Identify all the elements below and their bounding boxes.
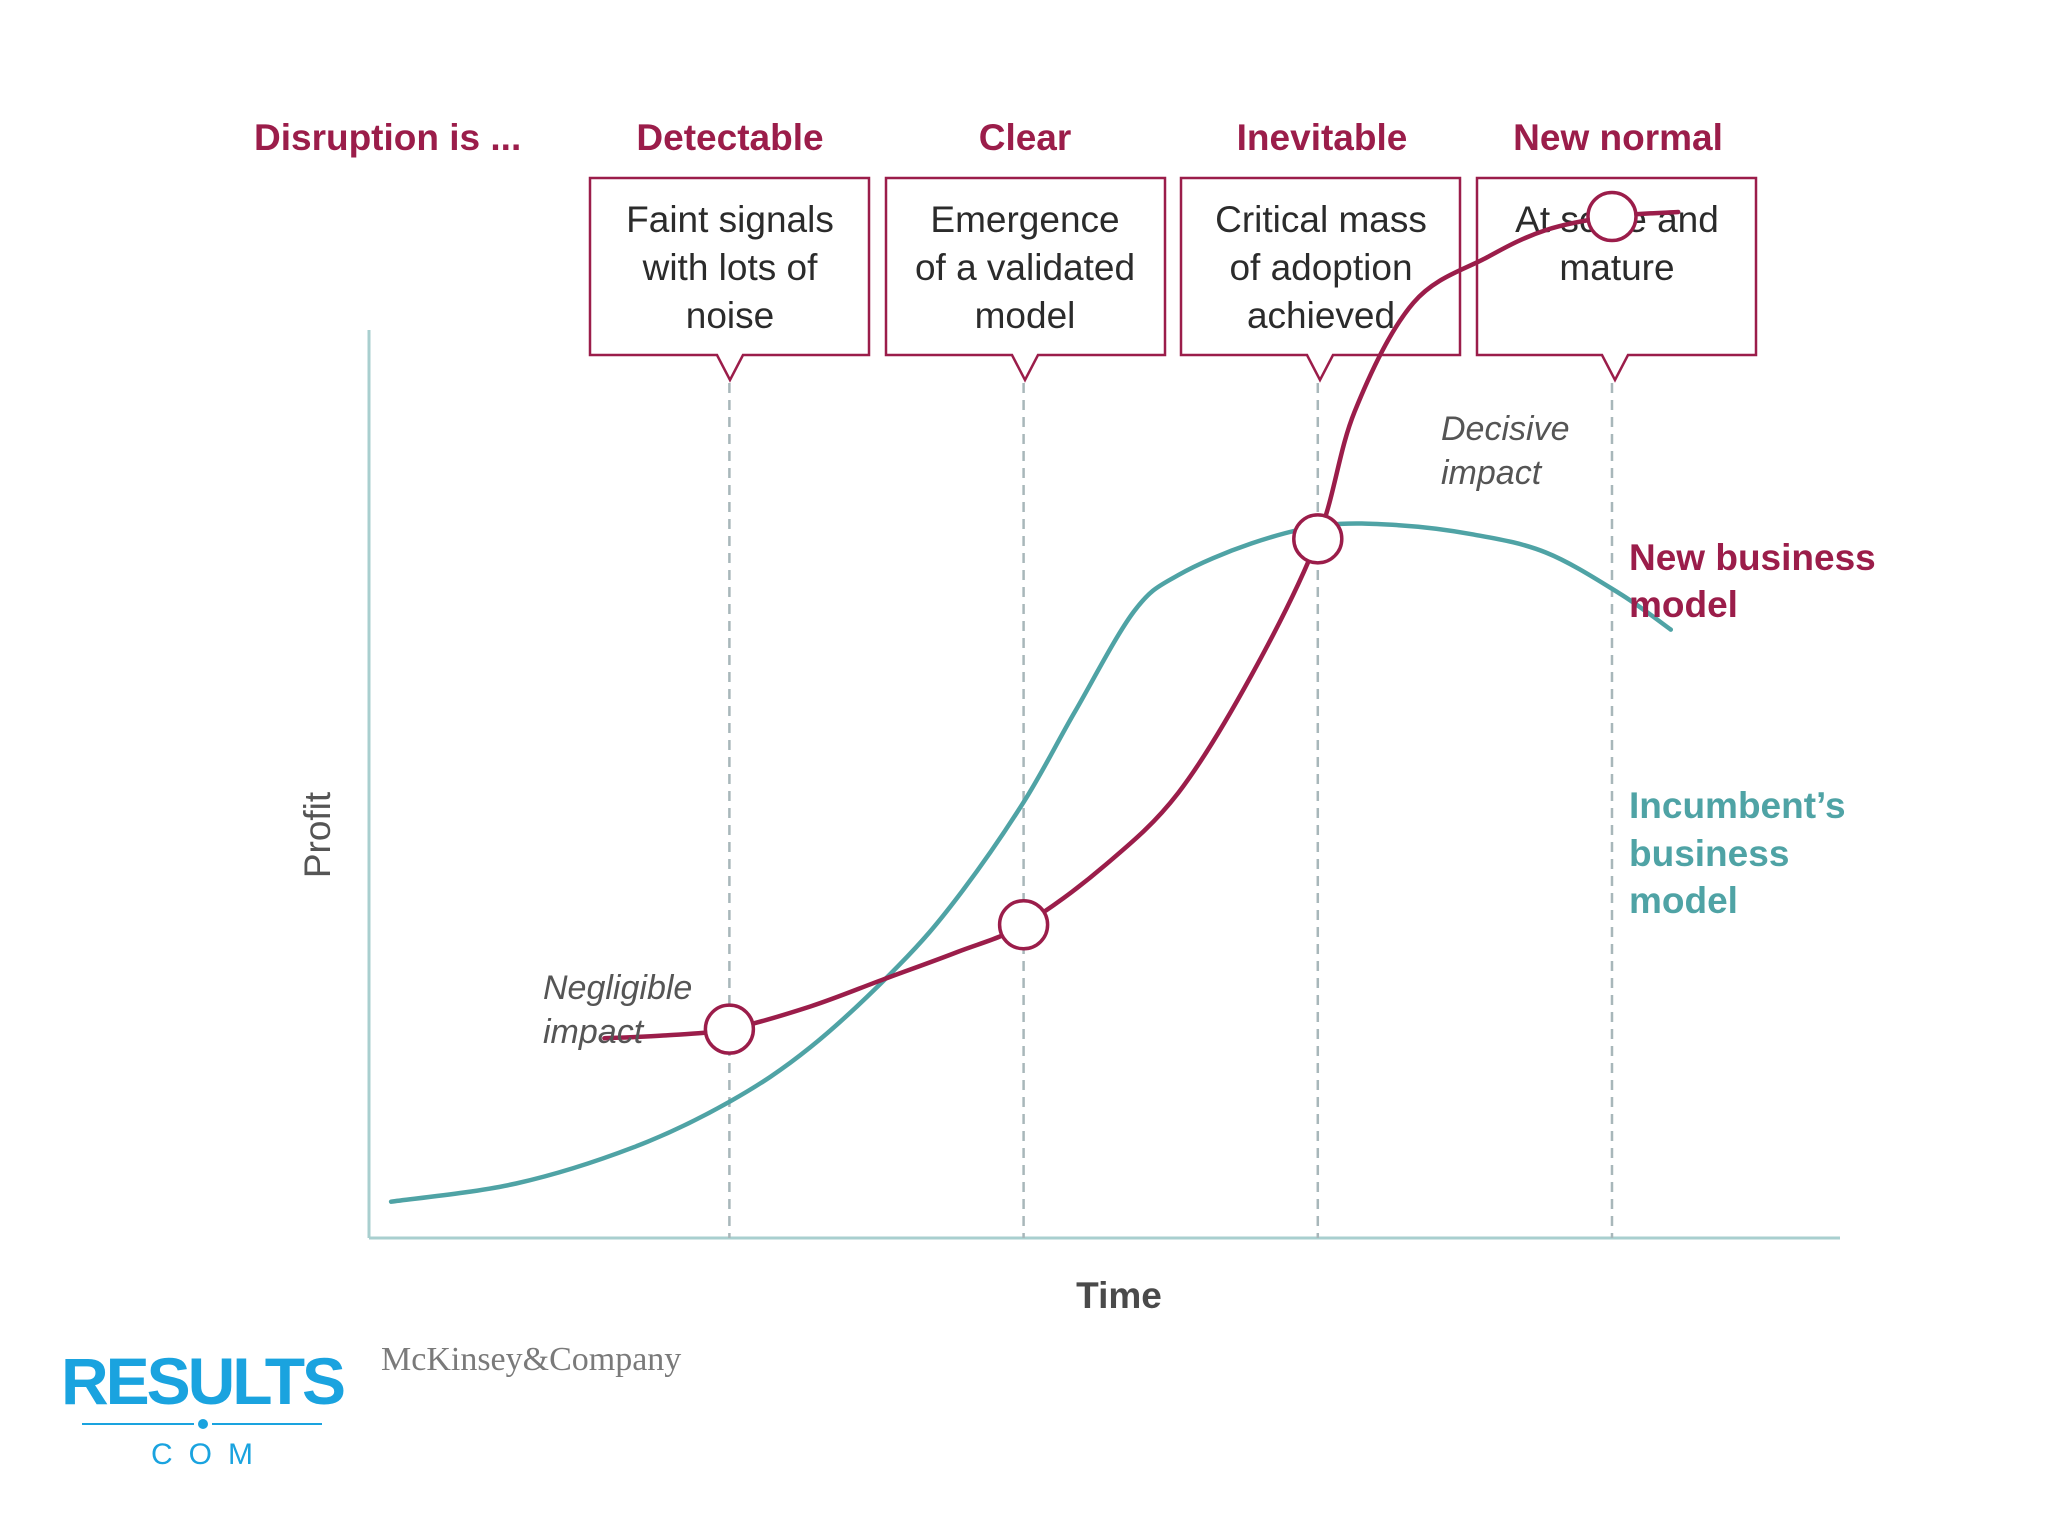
annotation-line: Negligible bbox=[543, 969, 692, 1007]
phase-title-inevitable: Inevitable bbox=[1237, 117, 1408, 158]
x-axis-label: Time bbox=[1076, 1275, 1162, 1316]
series-line-incumbent-business-model bbox=[388, 521, 1674, 1204]
annotation-negligible-impact: Negligible impact bbox=[543, 969, 692, 1051]
milestone-point bbox=[1586, 190, 1638, 243]
phase-title-new-normal: New normal bbox=[1513, 117, 1723, 158]
annotation-line: Decisive bbox=[1441, 410, 1569, 448]
logo-dot bbox=[198, 1419, 208, 1429]
milestone-point bbox=[1292, 513, 1344, 565]
phase-box-line: model bbox=[975, 295, 1076, 336]
series-label-line: model bbox=[1629, 880, 1738, 921]
results-com-logo: RESULTS COM bbox=[61, 1344, 347, 1471]
phase-box-line: Critical mass bbox=[1215, 199, 1427, 240]
annotation-line: impact bbox=[543, 1013, 645, 1051]
y-axis-label: Profit bbox=[297, 791, 338, 878]
company-name: McKinsey&Company bbox=[381, 1341, 681, 1378]
annotation-decisive-impact: Decisive impact bbox=[1441, 410, 1569, 492]
phase-new-normal: New normal At scale and mature bbox=[1475, 117, 1758, 383]
milestone-point bbox=[703, 1003, 756, 1055]
phase-title-detectable: Detectable bbox=[636, 117, 823, 158]
phase-box-line: of adoption bbox=[1229, 247, 1412, 288]
phase-box-line: with lots of bbox=[642, 247, 819, 288]
phase-box-line: Faint signals bbox=[626, 199, 834, 240]
phase-callout-box-clear bbox=[884, 176, 1167, 383]
phase-title-clear: Clear bbox=[979, 117, 1072, 158]
series-line-new-business-model bbox=[602, 209, 1681, 1041]
annotation-line: impact bbox=[1441, 454, 1543, 492]
phase-box-line: of a validated bbox=[915, 247, 1135, 288]
series-label-line: model bbox=[1629, 584, 1738, 625]
header-prefix: Disruption is ... bbox=[254, 117, 521, 158]
phase-box-line: achieved bbox=[1247, 295, 1395, 336]
series-label-line: New business bbox=[1629, 537, 1876, 578]
phase-box-line: Emergence bbox=[930, 199, 1119, 240]
series-label-new-business-model: New business model bbox=[1629, 537, 1876, 625]
logo-main-text: RESULTS bbox=[61, 1344, 344, 1418]
phase-box-line: noise bbox=[686, 295, 774, 336]
series-label-line: Incumbent’s bbox=[1629, 785, 1846, 826]
phase-clear: Clear Emergence of a validated model bbox=[884, 117, 1167, 383]
phase-callout-box-detectable bbox=[588, 176, 871, 383]
series-label-incumbent-business-model: Incumbent’s business model bbox=[1629, 785, 1846, 921]
logo-sub-text: COM bbox=[151, 1438, 269, 1471]
phase-detectable: Detectable Faint signals with lots of no… bbox=[588, 117, 871, 383]
phase-callout-box-inevitable bbox=[1179, 176, 1462, 383]
series-label-line: business bbox=[1629, 833, 1789, 874]
phase-box-line: mature bbox=[1559, 247, 1674, 288]
phase-inevitable: Inevitable Critical mass of adoption ach… bbox=[1179, 117, 1462, 383]
milestone-point bbox=[997, 898, 1050, 951]
